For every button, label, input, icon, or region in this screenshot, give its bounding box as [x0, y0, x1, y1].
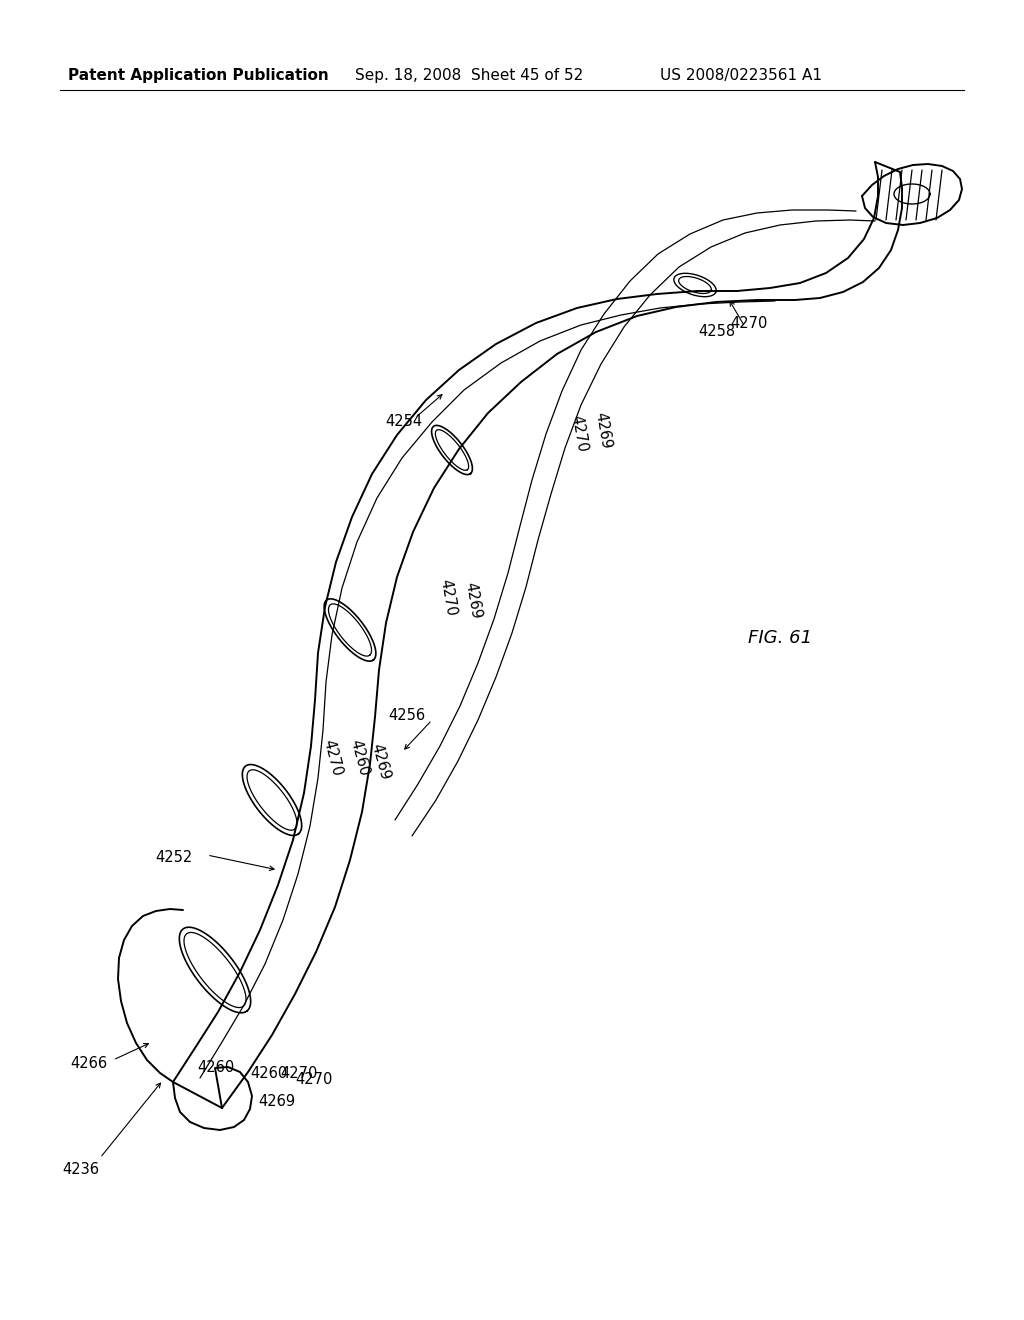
Text: 4254: 4254: [385, 414, 422, 429]
Text: 4256: 4256: [388, 709, 425, 723]
Text: 4260: 4260: [197, 1060, 234, 1076]
Text: US 2008/0223561 A1: US 2008/0223561 A1: [660, 69, 822, 83]
Text: 4260: 4260: [347, 738, 371, 777]
Text: 4270: 4270: [730, 317, 767, 331]
Text: 4270: 4270: [295, 1072, 333, 1088]
Text: Patent Application Publication: Patent Application Publication: [68, 69, 329, 83]
Text: 4269: 4269: [368, 742, 392, 781]
Text: 4252: 4252: [155, 850, 193, 865]
Text: 4258: 4258: [698, 325, 735, 339]
Text: 4236: 4236: [62, 1163, 99, 1177]
Text: 4260: 4260: [250, 1065, 288, 1081]
Text: 4266: 4266: [70, 1056, 108, 1071]
Text: FIG. 61: FIG. 61: [748, 630, 812, 647]
Text: 4269: 4269: [258, 1094, 295, 1110]
Text: 4269: 4269: [462, 581, 483, 619]
Text: 4270: 4270: [568, 414, 589, 454]
Text: 4270: 4270: [319, 738, 344, 777]
Text: 4270: 4270: [437, 578, 459, 618]
Text: 4269: 4269: [592, 411, 613, 450]
Text: Sep. 18, 2008  Sheet 45 of 52: Sep. 18, 2008 Sheet 45 of 52: [355, 69, 584, 83]
Text: 4270: 4270: [280, 1067, 317, 1081]
